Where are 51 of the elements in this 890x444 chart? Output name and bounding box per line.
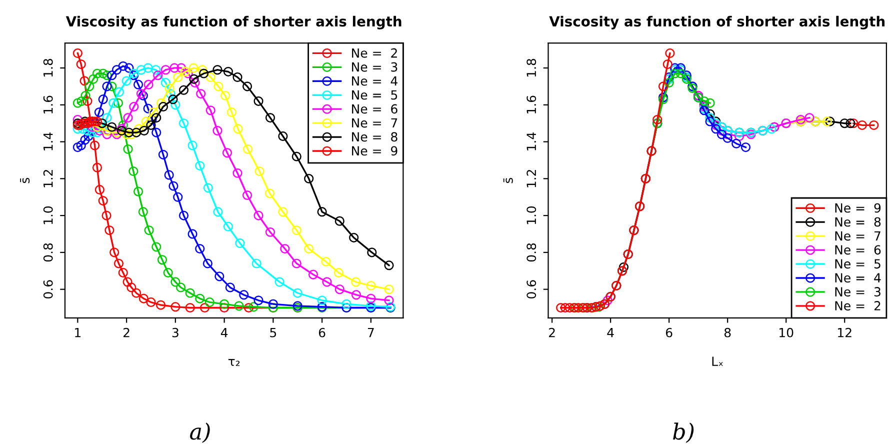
- x-tick-label: 1: [75, 328, 80, 338]
- x-tick-label: 5: [270, 328, 276, 338]
- y-tick-label: 1.8: [526, 58, 536, 77]
- y-axis-title: s̄: [20, 178, 30, 184]
- x-tick-label: 12: [838, 328, 852, 338]
- legend-label: Ne = 4: [835, 273, 881, 283]
- chart-title: Viscosity as function of shorter axis length: [549, 16, 885, 30]
- x-tick-label: 6: [666, 328, 672, 338]
- y-tick-label: 0.8: [526, 243, 536, 262]
- y-tick-label: 1.2: [43, 170, 53, 188]
- text: a): [190, 422, 210, 443]
- y-tick-label: 0.6: [43, 280, 53, 298]
- legend-label: Ne = 5: [352, 90, 398, 100]
- legend-label: Ne = 3: [352, 62, 398, 72]
- y-tick-label: 0.6: [526, 280, 536, 298]
- y-tick-label: 1.4: [44, 132, 53, 150]
- legend-label: Ne = 8: [835, 217, 881, 227]
- x-axis-title: Lₓ: [712, 356, 723, 366]
- x-tick-label: 2: [548, 328, 555, 338]
- x-axis-title: τ₂: [228, 359, 240, 366]
- y-axis-title: s̄: [503, 178, 513, 184]
- legend-label: Ne = 8: [352, 132, 398, 142]
- x-tick-label: 4: [607, 328, 614, 338]
- legend-label: Ne = 2: [352, 48, 397, 58]
- legend-label: Ne = 2: [835, 301, 880, 310]
- legend-label: Ne = 4: [352, 76, 398, 86]
- x-tick-label: 2: [123, 328, 130, 338]
- legend-label: Ne = 6: [352, 104, 398, 114]
- y-tick-label: 1.0: [43, 206, 53, 224]
- y-tick-label: 1.6: [526, 96, 536, 114]
- legend-label: Ne = 5: [835, 259, 880, 269]
- legend-label: Ne = 9: [835, 203, 881, 213]
- x-tick-label: 3: [172, 328, 178, 338]
- x-tick-label: 4: [220, 328, 228, 338]
- legend-label: Ne = 6: [835, 245, 881, 255]
- y-tick-label: 1.4: [526, 132, 536, 150]
- x-tick-label: 7: [368, 328, 374, 338]
- y-tick-label: 1.8: [43, 58, 53, 77]
- y-tick-label: 1.2: [526, 170, 536, 188]
- legend-label: Ne = 9: [352, 146, 398, 156]
- legend-label: Ne = 7: [352, 118, 398, 128]
- y-tick-label: 0.8: [43, 243, 53, 262]
- x-tick-label: 10: [780, 328, 794, 338]
- legend-label: Ne = 7: [835, 231, 880, 241]
- chart-title: Viscosity as function of shorter axis length: [66, 16, 402, 30]
- y-tick-label: 1.0: [526, 206, 536, 224]
- y-tick-label: 1.6: [43, 96, 53, 114]
- text: b): [673, 422, 694, 443]
- x-tick-label: 8: [724, 328, 731, 338]
- x-tick-label: 6: [318, 328, 326, 338]
- legend-label: Ne = 3: [835, 287, 880, 297]
